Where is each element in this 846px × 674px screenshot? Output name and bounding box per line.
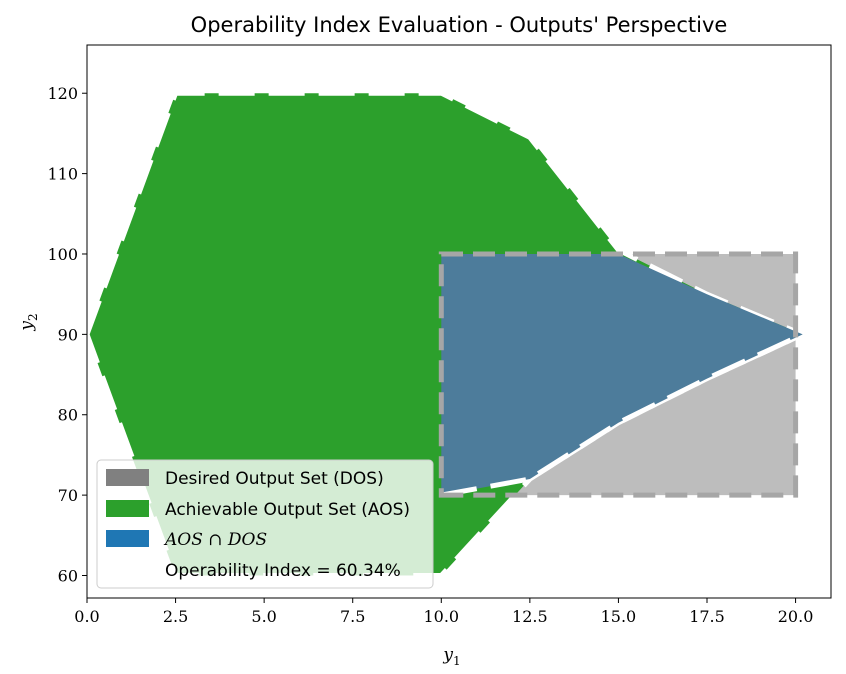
x-tick-label: 15.0 [601, 607, 637, 626]
y-tick-label: 100 [47, 245, 78, 264]
x-tick-label: 10.0 [423, 607, 459, 626]
x-tick-label: 20.0 [778, 607, 814, 626]
dos-boundary [438, 251, 799, 498]
y-axis-ticks: 60 70 80 90 100 110 120 [47, 84, 87, 585]
y-axis-label-main: y [17, 321, 37, 332]
y-axis-label-sub: 2 [26, 313, 40, 321]
y-axis-label: y2 [17, 313, 40, 331]
x-axis-label-sub: 1 [453, 654, 461, 668]
x-tick-label: 0.0 [74, 607, 99, 626]
y-tick-label: 70 [58, 486, 78, 505]
intersection-region [441, 254, 803, 496]
legend-entry-label: Desired Output Set (DOS) [165, 469, 384, 489]
x-axis-label-main: y [442, 645, 453, 665]
legend-entry-label: Achievable Output Set (AOS) [165, 500, 410, 520]
legend-swatch [106, 530, 149, 547]
legend-swatch [106, 500, 149, 517]
chart-title: Operability Index Evaluation - Outputs' … [191, 13, 728, 37]
legend-frame [96, 459, 434, 589]
x-tick-label: 12.5 [512, 607, 548, 626]
x-tick-label: 7.5 [340, 607, 365, 626]
legend-swatch [106, 469, 149, 486]
y-tick-label: 60 [58, 566, 78, 585]
y-tick-label: 120 [47, 84, 78, 103]
x-tick-label: 5.0 [251, 607, 276, 626]
y-tick-label: 90 [58, 325, 78, 344]
intersection-lower-boundary [440, 332, 804, 498]
legend-entry-label: AOS ∩ DOS [163, 530, 267, 550]
x-tick-label: 17.5 [689, 607, 725, 626]
x-axis-ticks: 0.0 2.5 5.0 7.5 10.0 12.5 15.0 17.5 20.0 [74, 598, 813, 626]
x-axis-label: y1 [442, 645, 460, 668]
x-tick-label: 2.5 [163, 607, 188, 626]
y-tick-label: 110 [47, 165, 78, 184]
legend-entry-label: Operability Index = 60.34% [165, 561, 401, 581]
legend: Desired Output Set (DOS) Achievable Outpu… [96, 459, 434, 589]
plot-frame [86, 44, 832, 599]
y-tick-label: 80 [58, 406, 78, 425]
